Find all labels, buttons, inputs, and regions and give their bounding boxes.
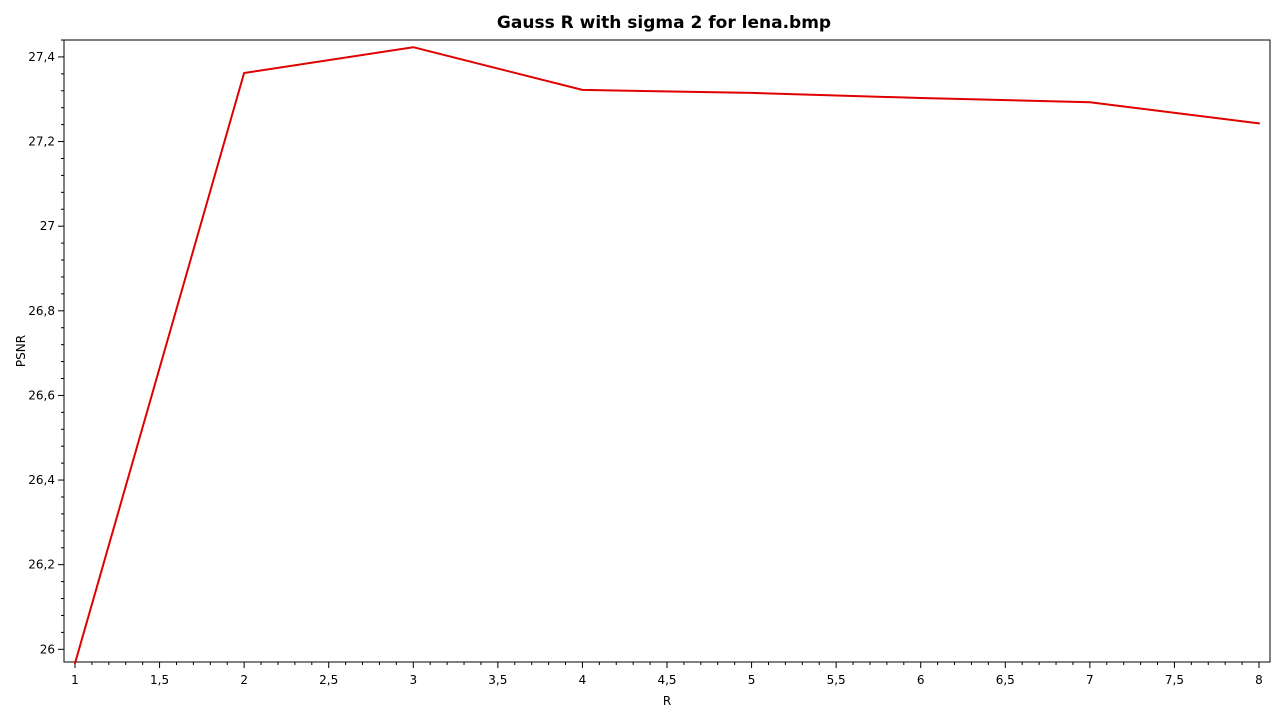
y-tick-label: 26,8 [28,304,55,318]
x-tick-label: 3 [409,673,417,687]
x-tick-label: 6,5 [996,673,1015,687]
x-tick-label: 2,5 [319,673,338,687]
x-tick-label: 8 [1255,673,1263,687]
y-tick-label: 27,2 [28,135,55,149]
plot-frame [63,39,1271,663]
chart-title: Gauss R with sigma 2 for lena.bmp [497,13,831,33]
x-axis: 1 1,5 2 2,5 3 3,5 4 4,5 5 5,5 6 6,5 7 7,5 8 [71,662,1263,687]
y-tick-label: 27 [40,219,55,233]
series-layer [74,46,1260,665]
x-tick-label: 7,5 [1165,673,1184,687]
x-tick-label: 4,5 [657,673,676,687]
x-tick-label: 7 [1086,673,1094,687]
x-tick-label: 4 [579,673,587,687]
x-tick-label: 5 [748,673,756,687]
x-tick-label: 1 [71,673,79,687]
x-tick-label: 2 [240,673,248,687]
x-axis-label: R [663,694,671,708]
y-tick-label: 26,2 [28,558,55,572]
y-tick-label: 26,6 [28,388,55,402]
x-tick-label: 5,5 [827,673,846,687]
series-line [74,46,1260,665]
y-tick-label: 27,4 [28,50,55,64]
y-tick-label: 26,4 [28,473,55,487]
x-tick-label: 6 [917,673,925,687]
y-axis: 26 26,2 26,4 26,6 26,8 27 27,2 27,4 [28,39,64,656]
y-axis-label: PSNR [14,335,28,367]
x-tick-label: 3,5 [488,673,507,687]
y-tick-label: 26 [40,642,55,656]
x-tick-label: 1,5 [150,673,169,687]
